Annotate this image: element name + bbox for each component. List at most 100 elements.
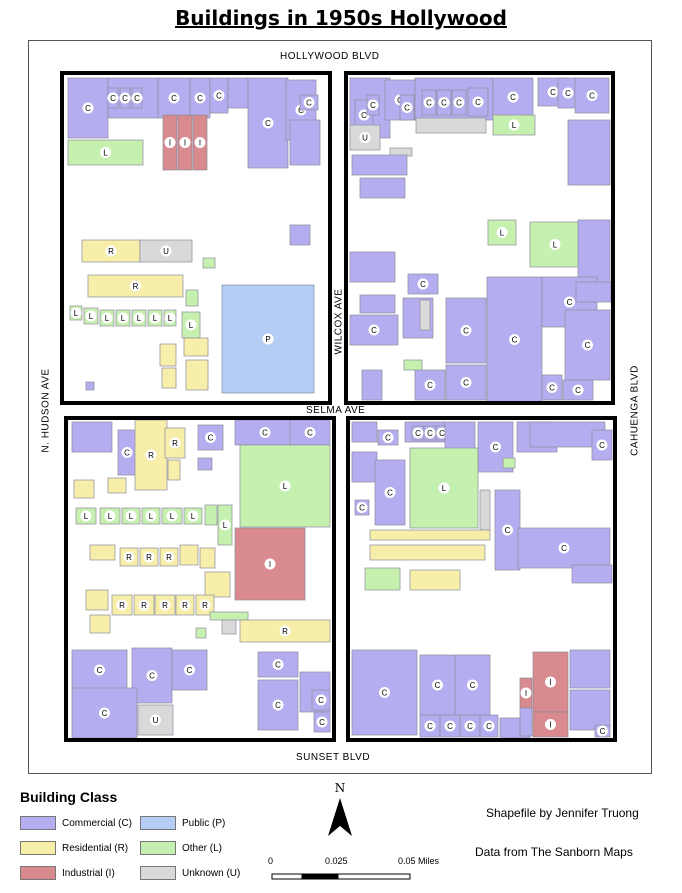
building-label-bg <box>159 599 171 611</box>
street-label-sunset: SUNSET BLVD <box>296 752 371 763</box>
scale-tick-2: 0.05 Miles <box>398 856 440 866</box>
building-label-bg <box>496 227 508 238</box>
building-R <box>73 479 95 499</box>
building-label: C <box>512 336 518 345</box>
building-label-bg <box>490 441 501 453</box>
building-label-bg <box>133 312 145 324</box>
building-label: C <box>275 701 281 710</box>
building-label: C <box>456 99 462 108</box>
building-C <box>85 381 95 391</box>
building-label: C <box>318 696 324 705</box>
building-label: C <box>441 99 447 108</box>
building-label-bg <box>121 447 133 458</box>
building-label: C <box>505 526 511 535</box>
building-label: R <box>148 451 154 460</box>
building-U <box>415 117 487 134</box>
building-label: C <box>427 429 433 438</box>
building-label-bg <box>384 487 396 498</box>
building-label-bg <box>146 670 158 681</box>
street-label-wilcox: WILCOX AVE <box>333 288 345 355</box>
building-label-bg <box>401 102 413 113</box>
building-label-bg <box>145 510 157 522</box>
building-R <box>107 477 127 494</box>
building-label: C <box>385 434 391 443</box>
building-label-bg <box>123 551 135 563</box>
building-label-bg <box>99 707 110 719</box>
building-label: R <box>172 439 178 448</box>
building-label-bg <box>502 524 513 536</box>
building-label-bg <box>424 720 436 732</box>
building-C <box>571 564 613 584</box>
street-label-cahuenga: CAHUENGA BLVD <box>629 365 641 456</box>
building-label: C <box>85 104 91 113</box>
building-label-bg <box>483 720 495 732</box>
building-C <box>289 224 311 246</box>
building-C <box>197 457 213 471</box>
building-label: C <box>561 544 567 553</box>
building-label-bg <box>586 90 598 101</box>
building-label: C <box>467 722 473 731</box>
building-R <box>85 589 109 611</box>
building-label-bg <box>213 90 225 101</box>
building-R <box>183 337 209 357</box>
building-R <box>369 544 486 561</box>
building-label: U <box>362 134 368 143</box>
legend-label: Industrial (I) <box>62 867 115 879</box>
map-frame <box>28 40 652 774</box>
legend-item-unknown: Unknown (U) <box>140 866 240 880</box>
building-R <box>369 529 491 541</box>
building-label-bg <box>279 625 291 637</box>
building-label: R <box>108 247 114 256</box>
building-label: C <box>124 449 130 458</box>
building-label: L <box>137 314 142 323</box>
building-R <box>89 544 116 561</box>
building-label: C <box>567 298 573 307</box>
building-R <box>199 547 216 569</box>
building-label: L <box>121 314 126 323</box>
legend-label: Unknown (U) <box>182 867 241 879</box>
building-label: C <box>549 384 555 393</box>
building-label-bg <box>130 280 141 292</box>
building-label: C <box>575 386 581 395</box>
building-label: I <box>199 139 201 148</box>
building-label-bg <box>199 599 211 611</box>
building-label-bg <box>304 427 316 438</box>
building-label: I <box>169 139 171 148</box>
building-C <box>519 707 533 737</box>
legend-swatch <box>140 841 176 855</box>
legend-item-residential: Residential (R) <box>20 841 128 855</box>
building-label: C <box>122 94 128 103</box>
building-label: C <box>187 666 193 675</box>
building-label-bg <box>160 245 172 257</box>
block-outline-se <box>346 416 617 742</box>
building-R <box>159 343 177 367</box>
street-label-selma: SELMA AVE <box>306 405 366 416</box>
building-label: C <box>382 689 388 698</box>
building-label-bg <box>100 147 111 158</box>
building-label: C <box>319 718 325 727</box>
building-label-bg <box>509 334 520 345</box>
credit-source: Data from The Sanborn Maps <box>475 845 633 859</box>
building-label-bg <box>163 551 175 563</box>
legend-swatch <box>20 841 56 855</box>
building-label: L <box>442 484 447 493</box>
building-label-bg <box>546 382 558 393</box>
legend-item-commercial: Commercial (C) <box>20 816 132 830</box>
building-label: C <box>371 326 377 335</box>
building-label-bg <box>596 439 608 451</box>
legend-label: Public (P) <box>182 817 226 829</box>
building-label: C <box>149 672 155 681</box>
building-label-bg <box>359 132 371 143</box>
building-L <box>204 504 218 526</box>
building-label-bg <box>507 91 519 103</box>
building-label-bg <box>219 519 231 531</box>
building-label-bg <box>138 599 150 611</box>
building-label-bg <box>150 714 161 726</box>
building-R <box>409 569 461 591</box>
building-label: L <box>108 512 113 521</box>
building-C <box>71 421 113 453</box>
building-R <box>204 571 231 598</box>
building-label-bg <box>315 694 327 706</box>
building-label: C <box>197 94 203 103</box>
building-label-bg <box>105 245 117 257</box>
